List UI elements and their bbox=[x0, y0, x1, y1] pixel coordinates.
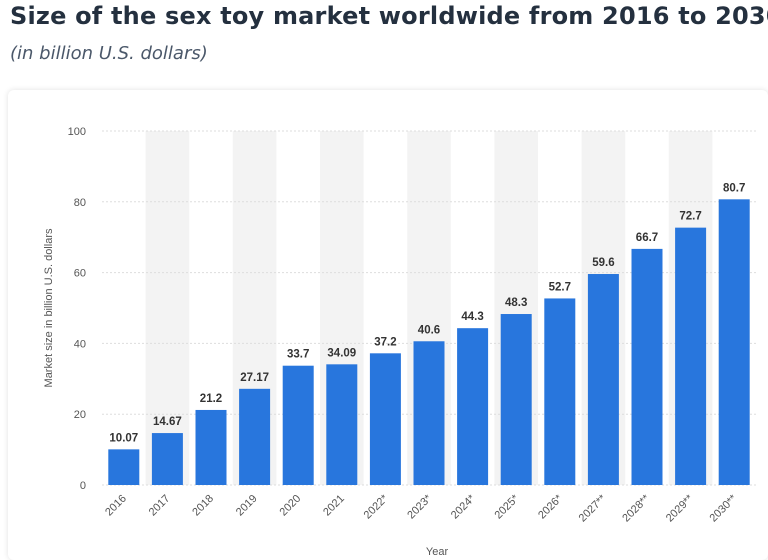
x-tick-label: 2023* bbox=[405, 492, 434, 521]
data-labels: 10.07 14.67 21.2 27.17 33.7 34.09 37.2 40.6 44.3… bbox=[109, 182, 745, 444]
bar bbox=[500, 314, 532, 485]
data-label: 33.7 bbox=[287, 349, 309, 361]
bar-chart: 0 20 40 60 80 100 10.07 14.67 21.2 27.17 33.7 34.0… bbox=[43, 126, 756, 558]
data-label: 40.6 bbox=[418, 324, 440, 336]
x-tick-label: 2026* bbox=[536, 492, 565, 521]
y-axis-title: Market size in billion U.S. dollars bbox=[43, 228, 55, 387]
x-tick-label: 2018 bbox=[190, 493, 216, 519]
bars bbox=[108, 199, 750, 485]
bar bbox=[239, 388, 271, 485]
y-tick-label: 40 bbox=[74, 338, 86, 350]
bar bbox=[587, 274, 619, 485]
y-axis-ticks: 0 20 40 60 80 100 bbox=[68, 126, 86, 492]
bar bbox=[151, 433, 183, 485]
y-tick-label: 80 bbox=[74, 197, 86, 209]
data-label: 14.67 bbox=[153, 416, 182, 428]
chart-card: 0 20 40 60 80 100 10.07 14.67 21.2 27.17 33.7 34.0… bbox=[8, 90, 768, 560]
y-tick-label: 0 bbox=[80, 480, 86, 492]
data-label: 27.17 bbox=[240, 372, 269, 384]
data-label: 21.2 bbox=[200, 393, 222, 405]
data-label: 52.7 bbox=[549, 281, 571, 293]
data-label: 59.6 bbox=[592, 257, 614, 269]
data-label: 10.07 bbox=[109, 432, 138, 444]
bar bbox=[457, 328, 489, 485]
data-label: 34.09 bbox=[327, 347, 356, 359]
x-axis-title: Year bbox=[426, 546, 449, 558]
x-tick-label: 2029** bbox=[664, 492, 696, 524]
x-tick-label: 2017 bbox=[147, 493, 173, 519]
y-tick-label: 60 bbox=[74, 268, 86, 280]
x-tick-label: 2024* bbox=[449, 492, 478, 521]
bar bbox=[544, 298, 576, 485]
data-label: 72.7 bbox=[679, 211, 701, 223]
x-tick-label: 2027** bbox=[577, 492, 609, 524]
data-label: 80.7 bbox=[723, 182, 745, 194]
bar bbox=[631, 248, 663, 485]
bar bbox=[326, 364, 358, 485]
x-tick-label: 2022* bbox=[362, 492, 391, 521]
x-tick-label: 2020 bbox=[278, 493, 304, 519]
x-axis-ticks: 2016 2017 2018 2019 2020 2021 2022* 2023* 2024* 2… bbox=[103, 492, 740, 524]
chart-title: Size of the sex toy market worldwide fro… bbox=[10, 2, 768, 30]
x-tick-label: 2028** bbox=[620, 492, 652, 524]
bar bbox=[675, 227, 707, 485]
x-tick-label: 2021 bbox=[321, 493, 347, 519]
y-tick-label: 20 bbox=[74, 409, 86, 421]
bar bbox=[195, 409, 227, 485]
bar bbox=[108, 449, 140, 485]
bar bbox=[413, 341, 445, 485]
x-tick-label: 2019 bbox=[234, 493, 260, 519]
bar bbox=[282, 365, 314, 485]
data-label: 44.3 bbox=[461, 311, 483, 323]
chart-subtitle: (in billion U.S. dollars) bbox=[10, 43, 208, 64]
data-label: 37.2 bbox=[374, 336, 396, 348]
x-tick-label: 2030** bbox=[707, 492, 739, 524]
x-tick-label: 2025* bbox=[492, 492, 521, 521]
y-tick-label: 100 bbox=[68, 126, 86, 138]
column-band bbox=[145, 131, 190, 485]
data-label: 48.3 bbox=[505, 297, 527, 309]
bar bbox=[369, 353, 401, 485]
bar bbox=[718, 199, 750, 485]
data-label: 66.7 bbox=[636, 232, 658, 244]
x-tick-label: 2016 bbox=[103, 493, 129, 519]
